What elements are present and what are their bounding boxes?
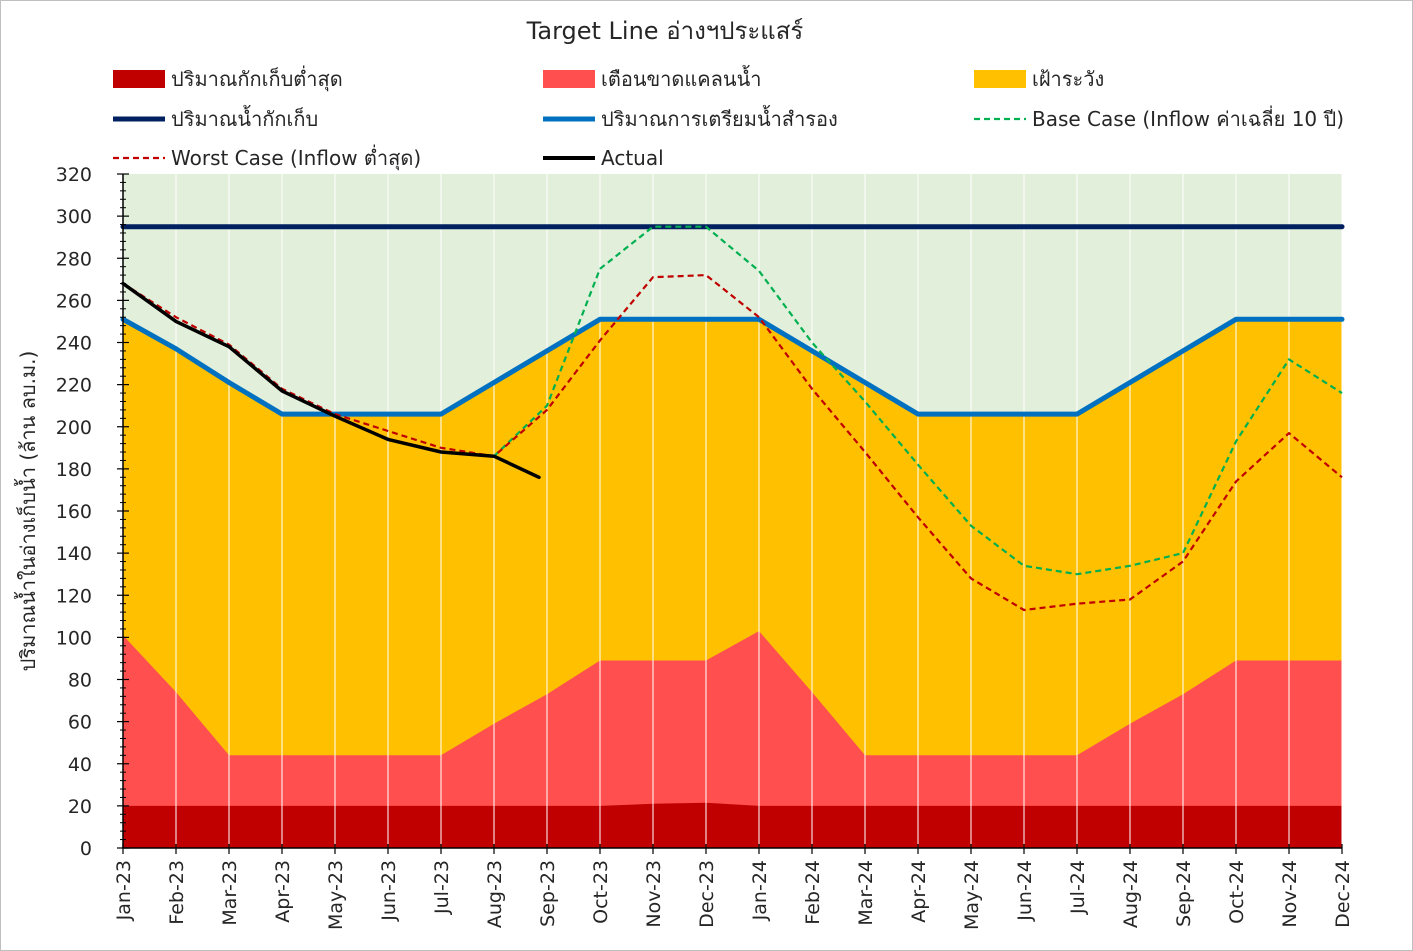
legend-label: ปริมาณการเตรียมน้ำสำรอง	[601, 105, 838, 131]
x-tick-label: Oct-24	[1226, 860, 1248, 924]
legend-label: เตือนขาดแคลนน้ำ	[601, 65, 762, 91]
x-tick-label: Jul-24	[1067, 860, 1089, 915]
y-tick-label: 40	[68, 754, 92, 776]
y-tick-label: 260	[56, 290, 92, 312]
y-tick-label: 280	[56, 248, 92, 270]
x-tick-label: Oct-23	[590, 860, 612, 924]
x-tick-label: Mar-24	[855, 860, 877, 926]
x-tick-label: Apr-23	[272, 860, 294, 923]
x-tick-label: May-24	[961, 860, 983, 930]
y-tick-label: 220	[56, 375, 92, 397]
x-tick-label: Dec-24	[1332, 860, 1354, 928]
x-tick-label: Aug-23	[484, 860, 506, 928]
legend-label: เฝ้าระวัง	[1032, 67, 1104, 91]
x-tick-label: Jun-24	[1014, 860, 1036, 922]
x-tick-label: Sep-24	[1173, 860, 1195, 927]
legend-label: ปริมาณน้ำกักเก็บ	[171, 105, 318, 131]
x-tick-label: Feb-23	[166, 860, 188, 925]
y-tick-label: 120	[56, 585, 92, 607]
line-series-1	[120, 316, 1345, 417]
y-tick-label: 240	[56, 333, 92, 355]
legend-swatch	[113, 70, 165, 88]
x-tick-label: Apr-24	[908, 860, 930, 923]
x-tick-label: Feb-24	[802, 860, 824, 925]
line-series-4	[121, 281, 541, 480]
y-tick-label: 80	[68, 670, 92, 692]
y-tick-label: 140	[56, 543, 92, 565]
area-series-2	[123, 319, 1342, 848]
axes: 0 20 40 60 80 100 120 140 160 180 200 220 240 260 280 3…	[56, 164, 1354, 930]
y-tick-label: 100	[56, 627, 92, 649]
legend-label: Base Case (Inflow ค่าเฉลี่ย 10 ปี)	[1032, 105, 1344, 131]
chart-title: Target Line อ่างฯประแสร์	[526, 17, 804, 45]
y-tick-label: 320	[56, 164, 92, 186]
x-tick-label: Nov-23	[643, 860, 665, 928]
x-tick-label: Dec-23	[696, 860, 718, 928]
y-tick-label: 300	[56, 206, 92, 228]
plot-area	[120, 174, 1345, 848]
x-tick-label: Jan-24	[749, 860, 771, 921]
legend-label: Worst Case (Inflow ต่ำสุด)	[171, 144, 421, 171]
x-tick-label: Jan-23	[113, 860, 135, 921]
area-series-1	[123, 631, 1342, 848]
line-series-3	[122, 274, 1343, 612]
x-tick-label: Mar-23	[219, 860, 241, 926]
x-tick-label: Jun-23	[378, 860, 400, 922]
area-series-0	[123, 802, 1342, 848]
x-tick-label: May-23	[325, 860, 347, 930]
y-axis-label: ปริมาณน้ำในอ่างเก็บน้ำ (ล้าน ลบ.ม.)	[14, 351, 40, 672]
legend-label: ปริมาณกักเก็บต่ำสุด	[171, 65, 343, 92]
legend-swatch	[974, 70, 1026, 88]
line-series-2	[493, 225, 1343, 576]
legend-swatch	[543, 70, 595, 88]
y-tick-label: 180	[56, 459, 92, 481]
x-tick-label: Aug-24	[1120, 860, 1142, 928]
y-tick-label: 60	[68, 712, 92, 734]
y-tick-label: 0	[80, 838, 92, 860]
legend: ปริมาณกักเก็บต่ำสุด เตือนขาดแคลนน้ำ เฝ้าระ…	[113, 65, 1344, 171]
y-tick-label: 160	[56, 501, 92, 523]
y-tick-label: 200	[56, 417, 92, 439]
x-tick-label: Sep-23	[537, 860, 559, 927]
x-tick-label: Nov-24	[1279, 860, 1301, 928]
x-tick-label: Jul-23	[431, 860, 453, 915]
y-tick-label: 20	[68, 796, 92, 818]
legend-label: Actual	[601, 146, 664, 170]
